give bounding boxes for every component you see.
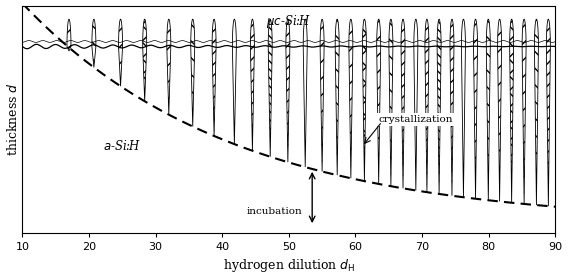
Polygon shape — [119, 19, 123, 86]
Polygon shape — [377, 19, 381, 184]
Polygon shape — [437, 19, 441, 194]
Polygon shape — [349, 19, 353, 178]
Polygon shape — [286, 19, 290, 162]
Text: $\mu c$-Si:H: $\mu c$-Si:H — [266, 13, 311, 30]
Polygon shape — [546, 19, 550, 206]
Polygon shape — [362, 19, 366, 181]
Polygon shape — [414, 19, 418, 190]
Y-axis label: thickness $d$: thickness $d$ — [6, 82, 19, 156]
Polygon shape — [67, 19, 71, 51]
Polygon shape — [212, 19, 216, 136]
Polygon shape — [474, 19, 478, 199]
Polygon shape — [425, 19, 429, 192]
Polygon shape — [303, 19, 307, 167]
Polygon shape — [320, 19, 324, 172]
Text: crystallization: crystallization — [379, 115, 453, 124]
Polygon shape — [191, 19, 195, 127]
Polygon shape — [509, 19, 513, 203]
X-axis label: hydrogen dilution $d_{\mathrm{H}}$: hydrogen dilution $d_{\mathrm{H}}$ — [223, 257, 355, 274]
Polygon shape — [450, 19, 454, 196]
Polygon shape — [268, 19, 272, 157]
Polygon shape — [335, 19, 339, 175]
Polygon shape — [389, 19, 393, 186]
Polygon shape — [534, 19, 538, 205]
Polygon shape — [461, 19, 465, 197]
Text: $a$-Si:H: $a$-Si:H — [103, 139, 141, 153]
Polygon shape — [522, 19, 526, 204]
Polygon shape — [143, 19, 147, 101]
Polygon shape — [486, 19, 490, 200]
Polygon shape — [401, 19, 405, 188]
Polygon shape — [167, 19, 171, 115]
Text: incubation: incubation — [247, 207, 302, 216]
Polygon shape — [92, 19, 96, 67]
Polygon shape — [498, 19, 502, 202]
Polygon shape — [250, 19, 254, 151]
Polygon shape — [232, 19, 236, 144]
